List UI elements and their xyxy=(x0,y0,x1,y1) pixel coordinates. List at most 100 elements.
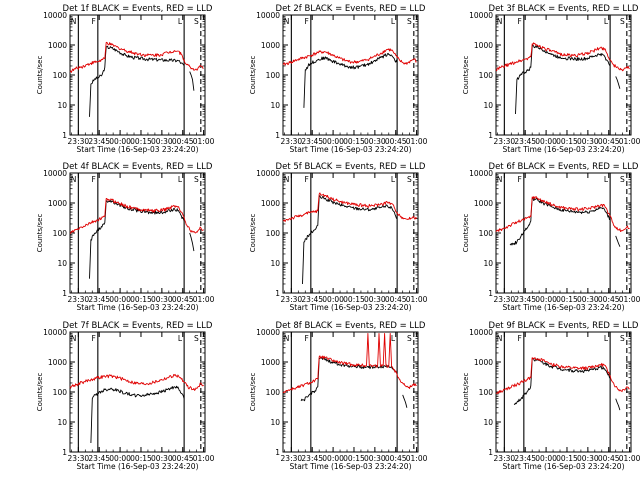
panel-title: Det 6f BLACK = Events, RED = LLD xyxy=(489,162,639,172)
event-marker-label: S xyxy=(620,175,625,184)
y-tick-label: 1000 xyxy=(474,41,493,50)
x-tick-label: 00:15 xyxy=(556,137,578,146)
y-tick-label: 10 xyxy=(57,101,67,110)
event-marker-label: S xyxy=(407,17,412,26)
x-tick-label: 23:45 xyxy=(88,454,110,463)
plot-frame xyxy=(282,331,419,453)
event-marker-label: S xyxy=(407,334,412,343)
x-tick-label: 23:30 xyxy=(494,137,516,146)
x-tick-label: 23:30 xyxy=(494,454,516,463)
x-tick-label: 23:30 xyxy=(281,295,303,304)
lld-series-line xyxy=(495,42,630,72)
event-marker-label: L xyxy=(604,17,609,26)
panel-title: Det 3f BLACK = Events, RED = LLD xyxy=(489,4,639,14)
x-tick-label: 00:00 xyxy=(109,137,131,146)
panel-2: Det 2f BLACK = Events, RED = LLD 1 10 100 10… xyxy=(249,4,428,154)
x-tick-label: 00:45 xyxy=(172,295,194,304)
x-tick-label: 00:00 xyxy=(109,295,131,304)
y-tick-label: 1 xyxy=(62,289,67,298)
event-marker-label: L xyxy=(604,175,609,184)
x-axis-label: Start Time (16-Sep-03 23:24:20) xyxy=(77,303,199,312)
x-tick-label: 00:00 xyxy=(109,454,131,463)
y-tick-label: 10 xyxy=(57,259,67,268)
x-tick-label: 00:15 xyxy=(130,137,152,146)
x-tick-label: 01:00 xyxy=(406,137,428,146)
lld-series-line xyxy=(282,332,417,394)
event-marker-label: N xyxy=(497,17,503,26)
panel-3: Det 3f BLACK = Events, RED = LLD 1 10 100 10… xyxy=(462,4,640,154)
y-tick-label: 1 xyxy=(275,289,280,298)
event-marker-label: L xyxy=(391,175,396,184)
x-tick-label: 00:15 xyxy=(343,454,365,463)
plot-frame xyxy=(69,331,206,453)
x-tick-label: 00:30 xyxy=(364,454,386,463)
event-marker-label: S xyxy=(620,334,625,343)
plot-frame xyxy=(495,14,632,136)
y-tick-label: 100 xyxy=(266,71,281,80)
event-marker-label: L xyxy=(604,334,609,343)
x-tick-label: 01:00 xyxy=(193,454,215,463)
x-tick-label: 00:45 xyxy=(385,137,407,146)
y-tick-label: 10000 xyxy=(256,11,280,20)
y-tick-label: 10000 xyxy=(43,169,67,178)
event-marker-label: N xyxy=(284,175,290,184)
event-marker-label: N xyxy=(284,334,290,343)
plot-frame xyxy=(495,331,632,453)
event-marker-label: F xyxy=(518,334,522,343)
x-tick-label: 23:45 xyxy=(514,295,536,304)
event-marker-label: N xyxy=(497,334,503,343)
panel-7: Det 7f BLACK = Events, RED = LLD 1 10 100 10… xyxy=(36,321,215,471)
panel-8: Det 8f BLACK = Events, RED = LLD 1 10 100 10… xyxy=(249,321,428,471)
plot-frame xyxy=(69,14,206,136)
y-axis-label: Counts/sec xyxy=(36,373,44,412)
event-marker-label: S xyxy=(407,175,412,184)
panel-1: Det 1f BLACK = Events, RED = LLD 1 10 100 10… xyxy=(36,4,215,154)
y-tick-label: 1 xyxy=(275,131,280,140)
panel-title: Det 8f BLACK = Events, RED = LLD xyxy=(276,321,426,331)
x-tick-label: 00:30 xyxy=(151,295,173,304)
event-marker-label: F xyxy=(305,17,309,26)
y-tick-label: 10 xyxy=(483,418,493,427)
x-tick-label: 00:15 xyxy=(343,137,365,146)
y-axis-label: Counts/sec xyxy=(462,214,470,253)
events-series-line xyxy=(89,45,185,117)
event-marker-label: F xyxy=(518,175,522,184)
event-marker-label: N xyxy=(497,175,503,184)
event-marker-label: N xyxy=(71,334,77,343)
event-marker-label: F xyxy=(305,175,309,184)
y-tick-label: 10 xyxy=(57,418,67,427)
plot-frame xyxy=(282,14,419,136)
x-tick-label: 00:00 xyxy=(535,137,557,146)
y-tick-label: 100 xyxy=(266,229,281,238)
y-tick-label: 1 xyxy=(62,131,67,140)
x-axis-label: Start Time (16-Sep-03 23:24:20) xyxy=(290,145,412,154)
x-tick-label: 00:30 xyxy=(364,137,386,146)
event-marker-label: L xyxy=(178,17,183,26)
x-axis-label: Start Time (16-Sep-03 23:24:20) xyxy=(290,462,412,471)
x-tick-label: 23:45 xyxy=(88,137,110,146)
y-axis-label: Counts/sec xyxy=(249,56,257,95)
plot-frame xyxy=(69,172,206,294)
x-tick-label: 01:00 xyxy=(193,295,215,304)
y-tick-label: 10000 xyxy=(469,169,493,178)
x-tick-label: 00:30 xyxy=(151,137,173,146)
y-tick-label: 100 xyxy=(53,229,68,238)
events-series-segment xyxy=(615,235,621,247)
event-marker-label: L xyxy=(178,334,183,343)
x-tick-label: 00:15 xyxy=(556,295,578,304)
y-axis-label: Counts/sec xyxy=(36,56,44,95)
x-tick-label: 23:45 xyxy=(514,137,536,146)
x-tick-label: 00:30 xyxy=(151,454,173,463)
y-tick-label: 10000 xyxy=(469,328,493,337)
lld-series-line xyxy=(495,357,630,394)
x-tick-label: 00:45 xyxy=(385,454,407,463)
y-tick-label: 1 xyxy=(488,448,493,457)
x-axis-label: Start Time (16-Sep-03 23:24:20) xyxy=(503,303,625,312)
y-tick-label: 1000 xyxy=(474,358,493,367)
lld-series-line xyxy=(282,48,417,66)
event-marker-label: F xyxy=(305,334,309,343)
y-tick-label: 1 xyxy=(488,289,493,298)
y-tick-label: 1000 xyxy=(48,358,67,367)
event-marker-label: L xyxy=(391,17,396,26)
event-marker-label: S xyxy=(194,334,199,343)
